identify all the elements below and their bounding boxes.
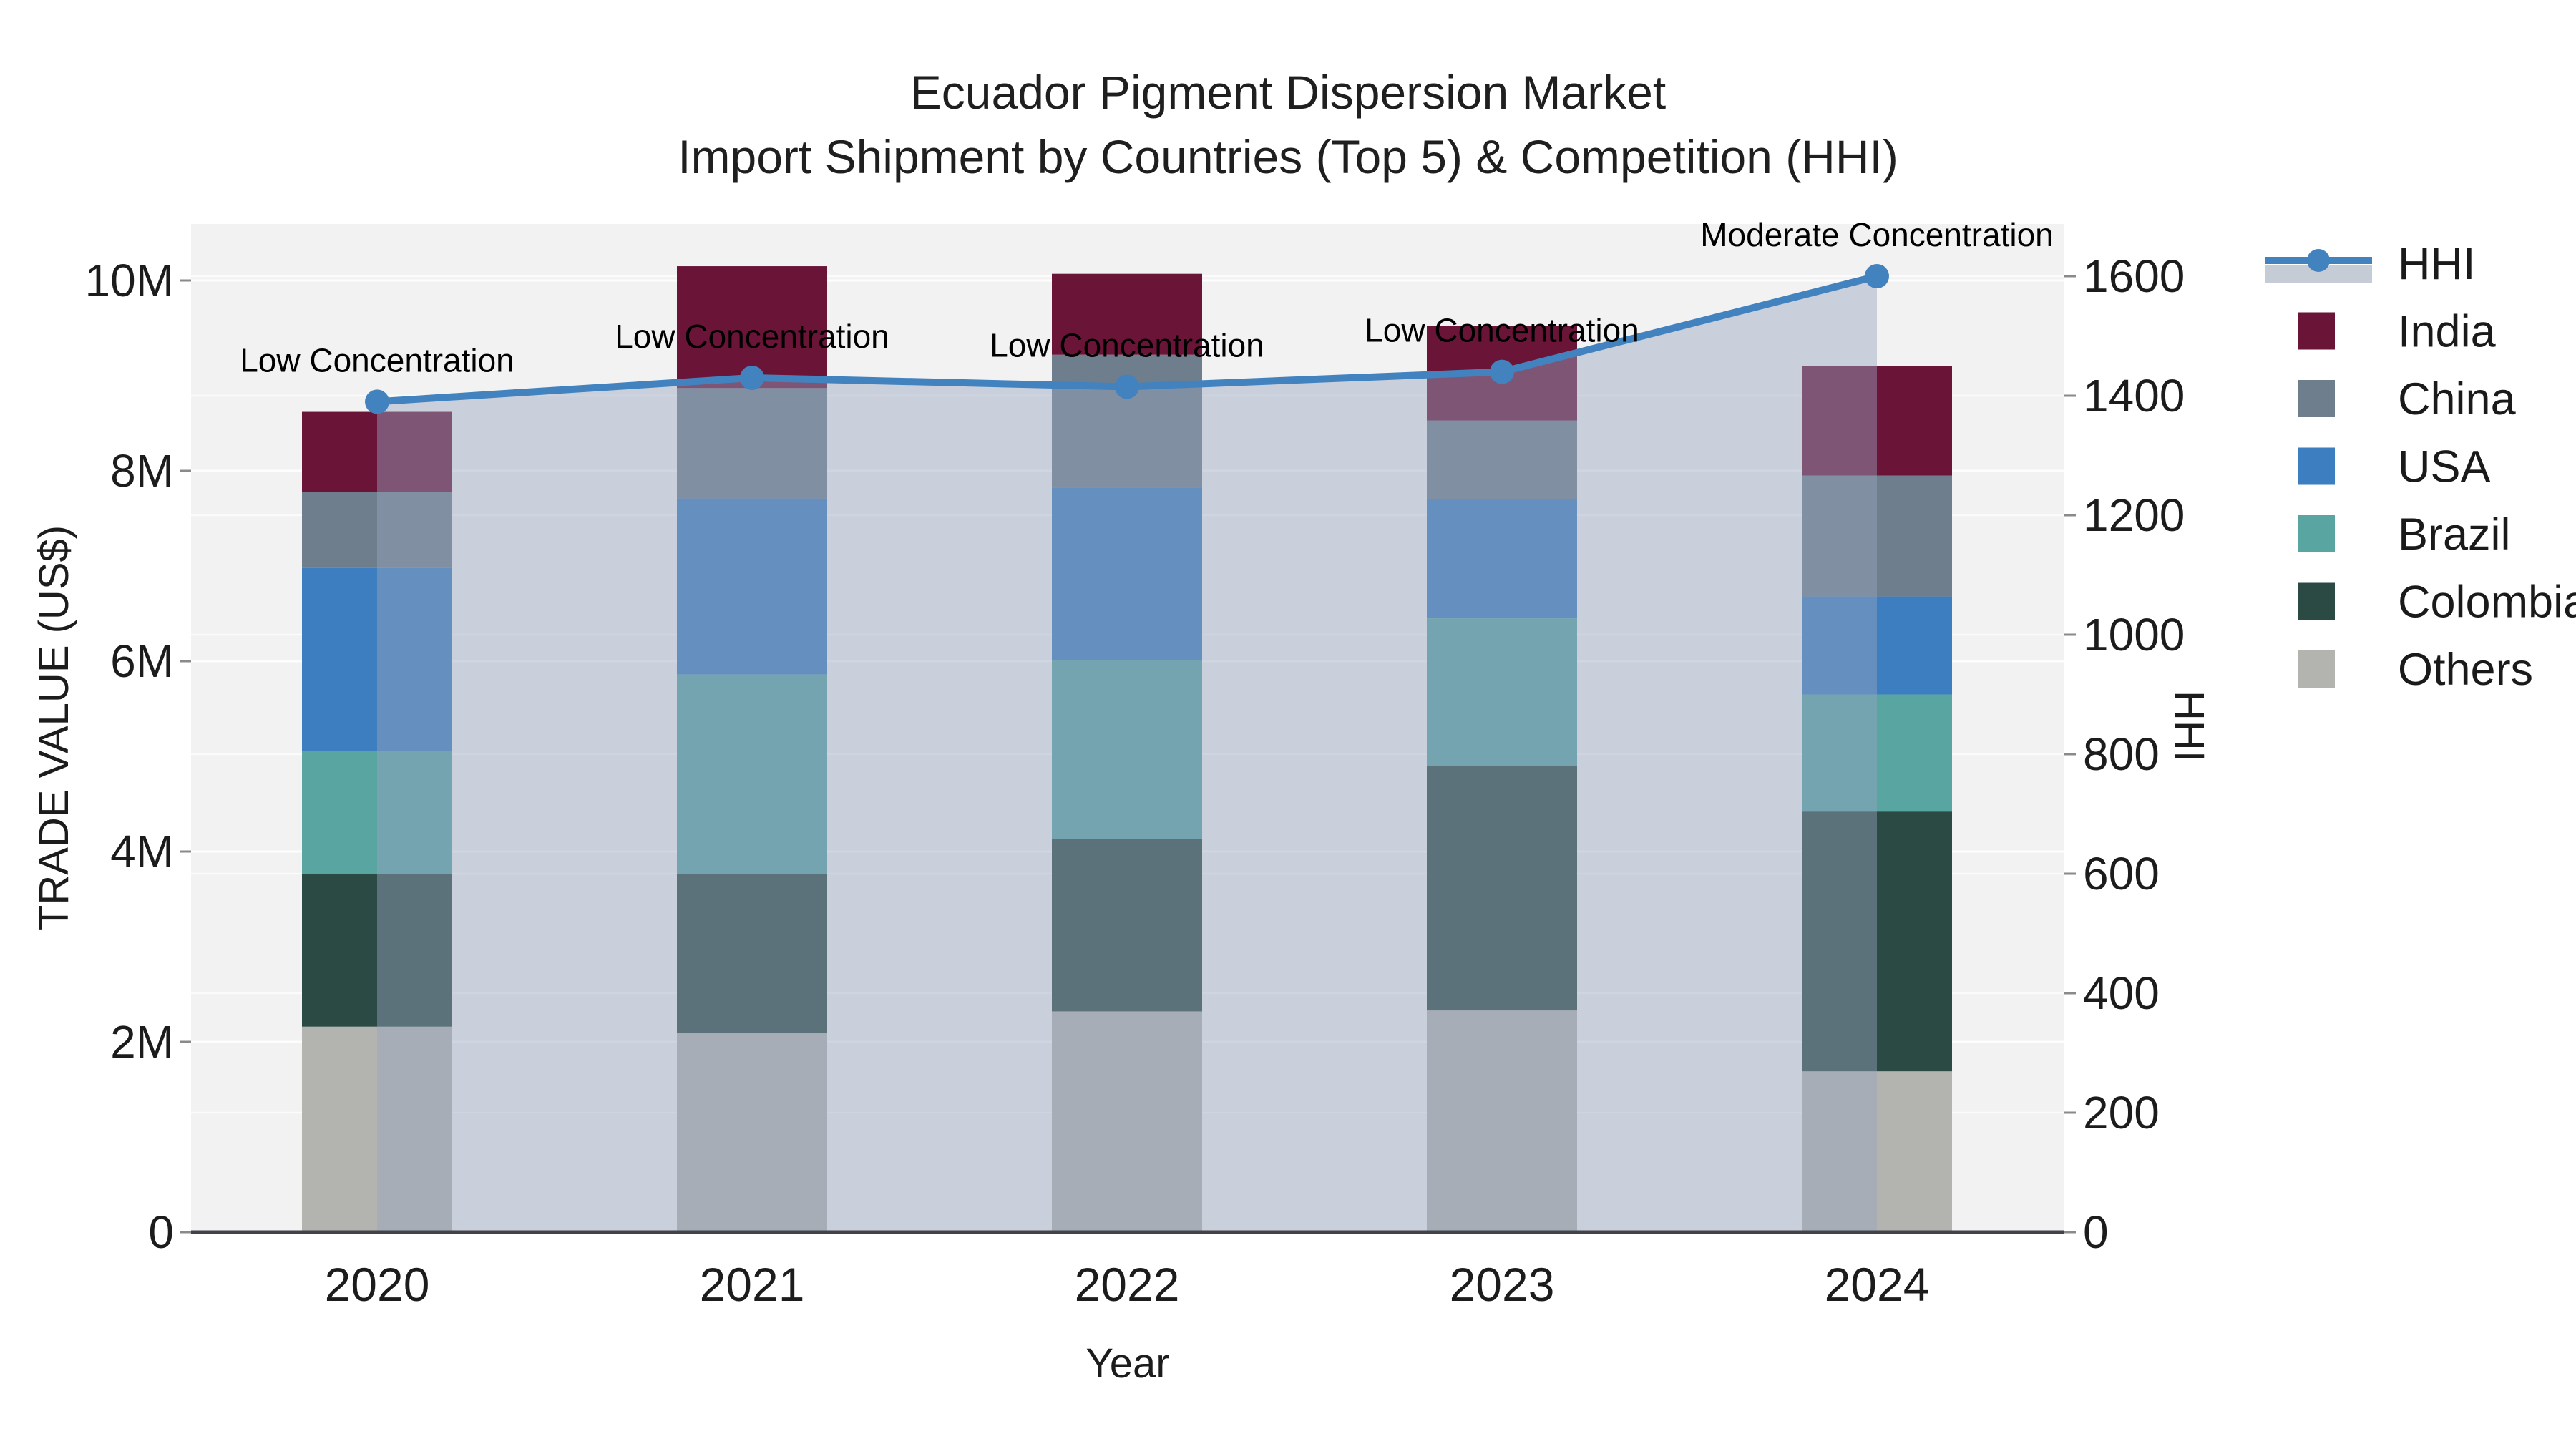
y-left-tick-label: 8M <box>110 445 174 497</box>
y-left-tick-label: 0 <box>148 1206 174 1258</box>
y-right-tick-label: 1400 <box>2083 370 2185 421</box>
chart-title-line1: Ecuador Pigment Dispersion Market <box>910 66 1666 119</box>
bar-segment-usa-2021[interactable] <box>677 498 827 675</box>
bar-segment-others-2020[interactable] <box>302 1026 452 1232</box>
bar-segment-others-2022[interactable] <box>1052 1011 1202 1232</box>
y-right-tick-label: 800 <box>2083 728 2160 780</box>
legend-color-swatch-usa <box>2298 447 2335 485</box>
bar-segment-colombia-2024[interactable] <box>1802 811 1952 1072</box>
y-right-tick-label: 1000 <box>2083 609 2185 660</box>
annotation-2021: Low Concentration <box>615 318 889 355</box>
legend-color-swatch-india <box>2298 312 2335 350</box>
legend-label-hhi: HHI <box>2398 239 2476 289</box>
bar-segment-brazil-2024[interactable] <box>1802 694 1952 812</box>
y-right-tick-label: 1600 <box>2083 250 2185 302</box>
bar-segment-china-2021[interactable] <box>677 388 827 499</box>
bar-segment-usa-2024[interactable] <box>1802 596 1952 695</box>
hhi-area-fill <box>377 276 1877 1232</box>
bar-segment-usa-2020[interactable] <box>302 567 452 751</box>
hhi-marker-2020[interactable] <box>365 389 389 414</box>
legend-item-usa[interactable]: USA <box>2298 442 2491 492</box>
x-tick-label-2024: 2024 <box>1825 1258 1930 1311</box>
annotation-2023: Low Concentration <box>1365 312 1639 349</box>
y-right-tick-label: 400 <box>2083 967 2160 1019</box>
legend-item-china[interactable]: China <box>2298 374 2517 424</box>
hhi-line <box>365 264 1889 414</box>
y-right-tick-label: 0 <box>2083 1206 2109 1258</box>
hhi-marker-2022[interactable] <box>1115 374 1139 399</box>
y-right-tick-label: 200 <box>2083 1087 2160 1138</box>
bar-segment-brazil-2021[interactable] <box>677 674 827 874</box>
y-left-tick-label: 4M <box>110 826 174 877</box>
annotation-2024: Moderate Concentration <box>1700 216 2054 253</box>
bar-segment-colombia-2021[interactable] <box>677 874 827 1034</box>
y-left-tick-label: 6M <box>110 635 174 687</box>
bar-segment-colombia-2023[interactable] <box>1427 766 1577 1011</box>
hhi-marker-2021[interactable] <box>740 365 764 390</box>
legend-color-swatch-others <box>2298 650 2335 688</box>
bar-segment-brazil-2022[interactable] <box>1052 660 1202 839</box>
stacked-bars <box>302 266 1952 1232</box>
bar-segment-china-2020[interactable] <box>302 492 452 568</box>
bar-segment-others-2024[interactable] <box>1802 1071 1952 1232</box>
bar-segment-usa-2022[interactable] <box>1052 487 1202 660</box>
y-left-tick-label: 2M <box>110 1016 174 1068</box>
hhi-marker-2023[interactable] <box>1490 359 1514 384</box>
legend-color-swatch-brazil <box>2298 515 2335 552</box>
legend-item-brazil[interactable]: Brazil <box>2298 509 2511 560</box>
legend-label-brazil: Brazil <box>2398 509 2511 560</box>
legend-item-colombia[interactable]: Colombia <box>2298 577 2576 628</box>
bar-segment-colombia-2022[interactable] <box>1052 839 1202 1012</box>
bar-segment-colombia-2020[interactable] <box>302 874 452 1027</box>
legend: HHI India China USA Brazil Colombia Others <box>2265 239 2576 695</box>
bar-segment-india-2022[interactable] <box>1052 273 1202 355</box>
hhi-marker-2024[interactable] <box>1865 264 1889 288</box>
bar-segment-others-2021[interactable] <box>677 1033 827 1232</box>
y-right-tick-label: 1200 <box>2083 489 2185 541</box>
legend-color-swatch-china <box>2298 380 2335 417</box>
x-tick-label-2021: 2021 <box>700 1258 805 1311</box>
bar-segment-brazil-2023[interactable] <box>1427 618 1577 766</box>
hhi-area-polygon <box>377 276 1877 1232</box>
annotations: Low Concentration Low Concentration Low Co… <box>240 216 2054 379</box>
x-tick-label-2023: 2023 <box>1450 1258 1555 1311</box>
annotation-2020: Low Concentration <box>240 341 514 379</box>
legend-label-others: Others <box>2398 645 2533 695</box>
chart-title-line2: Import Shipment by Countries (Top 5) & C… <box>678 130 1898 183</box>
annotation-2022: Low Concentration <box>990 326 1264 364</box>
legend-item-others[interactable]: Others <box>2298 645 2533 695</box>
bar-segment-others-2023[interactable] <box>1427 1010 1577 1232</box>
legend-label-colombia: Colombia <box>2398 577 2576 628</box>
bar-segment-china-2023[interactable] <box>1427 420 1577 499</box>
bar-segment-brazil-2020[interactable] <box>302 751 452 874</box>
y-left-axis-title: TRADE VALUE (US$) <box>31 525 77 930</box>
legend-label-usa: USA <box>2398 442 2491 492</box>
legend-color-swatch-colombia <box>2298 582 2335 620</box>
x-tick-label-2020: 2020 <box>325 1258 430 1311</box>
bar-segment-india-2024[interactable] <box>1802 366 1952 476</box>
legend-label-china: China <box>2398 374 2517 424</box>
y-right-axis-title: HHI <box>2166 691 2212 762</box>
legend-item-india[interactable]: India <box>2298 307 2497 357</box>
legend-hhi-marker-icon <box>2307 249 2330 272</box>
bar-segment-usa-2023[interactable] <box>1427 499 1577 619</box>
legend-label-india: India <box>2398 307 2497 357</box>
y-left-tick-label: 10M <box>85 255 175 306</box>
x-axis-title: Year <box>1085 1340 1169 1387</box>
bar-segment-india-2020[interactable] <box>302 411 452 492</box>
x-tick-label-2022: 2022 <box>1075 1258 1180 1311</box>
y-right-tick-label: 600 <box>2083 848 2160 899</box>
legend-item-hhi[interactable]: HHI <box>2265 239 2476 289</box>
axes: 0 2M 4M 6M 8M 10M 0 200 400 600 800 1000 1200 1400 160… <box>85 250 2185 1311</box>
bar-segment-china-2024[interactable] <box>1802 475 1952 597</box>
